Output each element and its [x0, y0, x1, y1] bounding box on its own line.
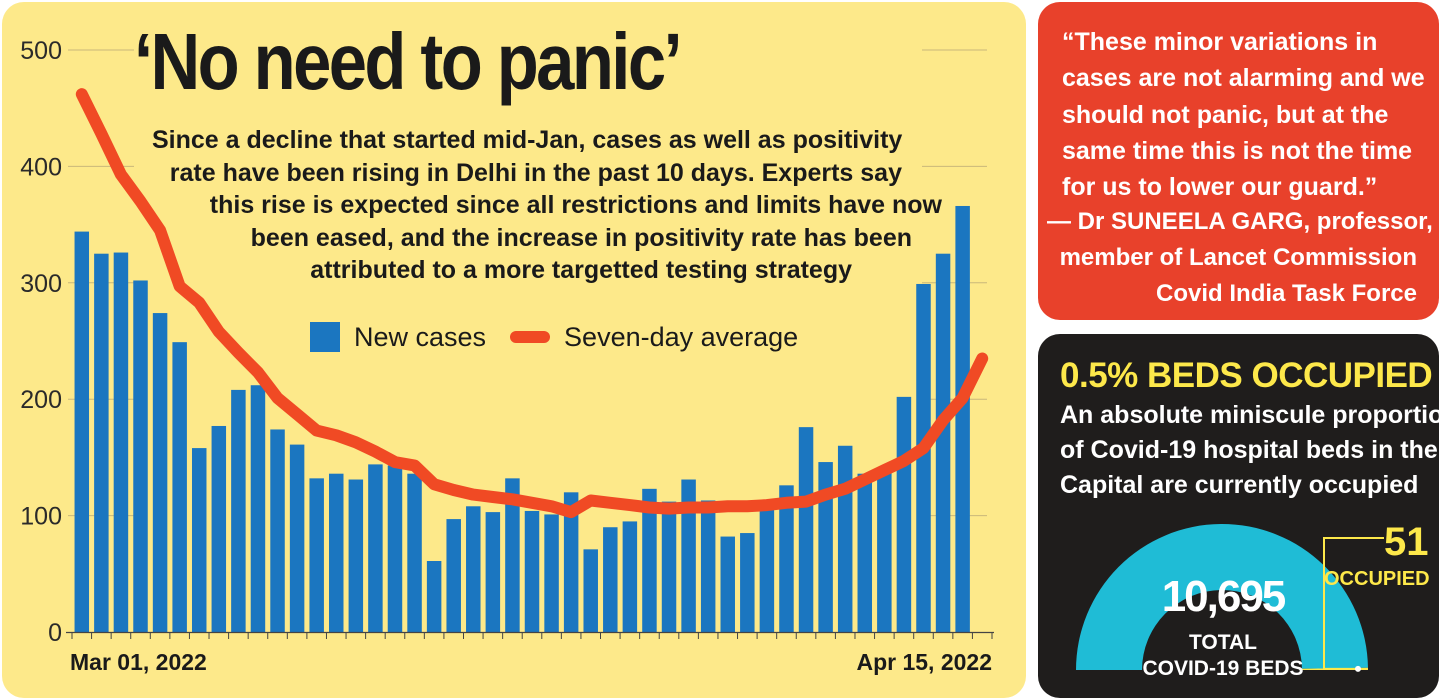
beds-desc-line: Capital are currently occupied	[1060, 471, 1419, 499]
beds-panel: 0.5% BEDS OCCUPIED An absolute miniscule…	[1038, 334, 1439, 698]
quote-line: cases are not alarming and we	[1062, 64, 1425, 93]
beds-desc-line: of Covid-19 hospital beds in the	[1060, 436, 1438, 464]
x-tick-label: Mar 01, 2022	[70, 649, 207, 675]
bar	[172, 342, 187, 632]
beds-desc-line: An absolute miniscule proportion	[1060, 401, 1439, 429]
attribution-line: member of Lancet Commission	[1059, 244, 1417, 271]
quote-line: should not panic, but at the	[1062, 100, 1389, 129]
bar	[740, 533, 755, 632]
bar	[152, 313, 168, 632]
bar	[211, 425, 227, 632]
bar	[563, 492, 579, 632]
bar	[603, 527, 618, 632]
bar	[681, 479, 696, 632]
intro-line: been eased, and the increase in positivi…	[250, 223, 912, 252]
headline: ‘No need to panic’	[134, 17, 683, 106]
bar	[818, 462, 833, 632]
bar	[270, 429, 285, 632]
occupied-marker	[1354, 665, 1361, 672]
bar	[622, 521, 638, 632]
bar	[113, 252, 129, 632]
intro-line: attributed to a more targetted testing s…	[310, 256, 852, 284]
occupied-label: OCCUPIED	[1324, 568, 1430, 590]
beds-title: 0.5% BEDS OCCUPIED	[1060, 356, 1433, 395]
total-beds-label: TOTAL COVID-19 BEDS	[1138, 630, 1308, 682]
bar	[720, 536, 735, 632]
bar	[524, 510, 540, 632]
bar	[779, 485, 794, 632]
bar	[466, 506, 481, 632]
intro-line: rate have been rising in Delhi in the pa…	[169, 158, 902, 187]
beds-description: An absolute miniscule proportion of Covi…	[1060, 398, 1439, 503]
cases-chart: 0 100 200 300 400 500 Mar 01, 2022 Apr 15, 2022	[20, 37, 994, 675]
legend-label-seven-day-average: Seven-day average	[564, 321, 799, 352]
occupied-leader-line	[1323, 537, 1384, 670]
bar	[387, 465, 403, 632]
x-tick-label: Apr 15, 2022	[856, 649, 992, 675]
quote-line: “These minor variations in	[1062, 28, 1378, 56]
quote-text: “These minor variations in cases are not…	[1062, 24, 1432, 205]
bar	[877, 469, 892, 632]
bar	[935, 253, 951, 632]
y-tick-label: 200	[20, 386, 62, 414]
legend-swatch-new-cases	[310, 322, 340, 352]
quote-line: same time this is not the time	[1062, 136, 1413, 165]
legend-label-new-cases: New cases	[354, 321, 487, 352]
bar	[700, 500, 716, 632]
attribution-line: — Dr SUNEELA GARG, professor,	[1047, 208, 1433, 235]
quote-line: for us to lower our guard.”	[1062, 173, 1378, 202]
intro-line: Since a decline that started mid-Jan, ca…	[152, 126, 903, 154]
bar	[348, 479, 364, 632]
gauge-total-arc	[1076, 523, 1368, 670]
bar	[759, 509, 775, 632]
bar	[289, 444, 305, 632]
attribution-line: Covid India Task Force	[1156, 280, 1417, 307]
bar	[309, 478, 324, 632]
bar	[661, 501, 677, 632]
bar	[916, 283, 931, 632]
bar	[133, 280, 148, 632]
chart-panel: 0 100 200 300 400 500 Mar 01, 2022 Apr 15, 2022…	[2, 2, 1026, 698]
y-tick-label: 500	[20, 37, 62, 65]
bar	[426, 560, 442, 632]
y-tick-label: 0	[48, 619, 62, 647]
y-tick-label: 300	[20, 270, 62, 298]
bar	[896, 396, 912, 632]
intro-text: Since a decline that started mid-Jan, ca…	[152, 124, 942, 287]
quote-attribution: — Dr SUNEELA GARG, professor, member of …	[1047, 204, 1433, 312]
legend-swatch-seven-day-average	[510, 331, 551, 343]
bar	[583, 549, 598, 632]
beds-gauge	[1076, 523, 1384, 672]
bar	[74, 231, 90, 633]
bar	[191, 448, 207, 632]
bar	[94, 253, 109, 632]
bar	[505, 478, 520, 632]
total-label-line: TOTAL	[1188, 631, 1258, 654]
bar	[544, 514, 559, 632]
bar	[857, 473, 873, 632]
seven-day-average-line	[75, 88, 989, 519]
occupied-value: 51	[1384, 520, 1429, 564]
y-tick-label: 400	[20, 153, 62, 181]
bar	[642, 488, 657, 632]
total-label-line: COVID-19 BEDS	[1142, 657, 1304, 680]
bar	[446, 519, 461, 632]
bar	[485, 512, 501, 632]
total-beds-value: 10,695	[1161, 572, 1287, 621]
bar	[250, 385, 266, 632]
quote-panel: “These minor variations in cases are not…	[1038, 2, 1439, 320]
bar	[955, 205, 970, 632]
bar	[329, 473, 344, 632]
bar	[407, 473, 422, 632]
bar	[231, 389, 246, 632]
intro-line: this rise is expected since all restrict…	[209, 191, 942, 219]
bar	[368, 464, 383, 632]
bar	[798, 427, 814, 632]
chart-legend: New cases Seven-day average	[310, 320, 798, 354]
bar	[837, 445, 853, 632]
y-tick-label: 100	[20, 503, 62, 531]
